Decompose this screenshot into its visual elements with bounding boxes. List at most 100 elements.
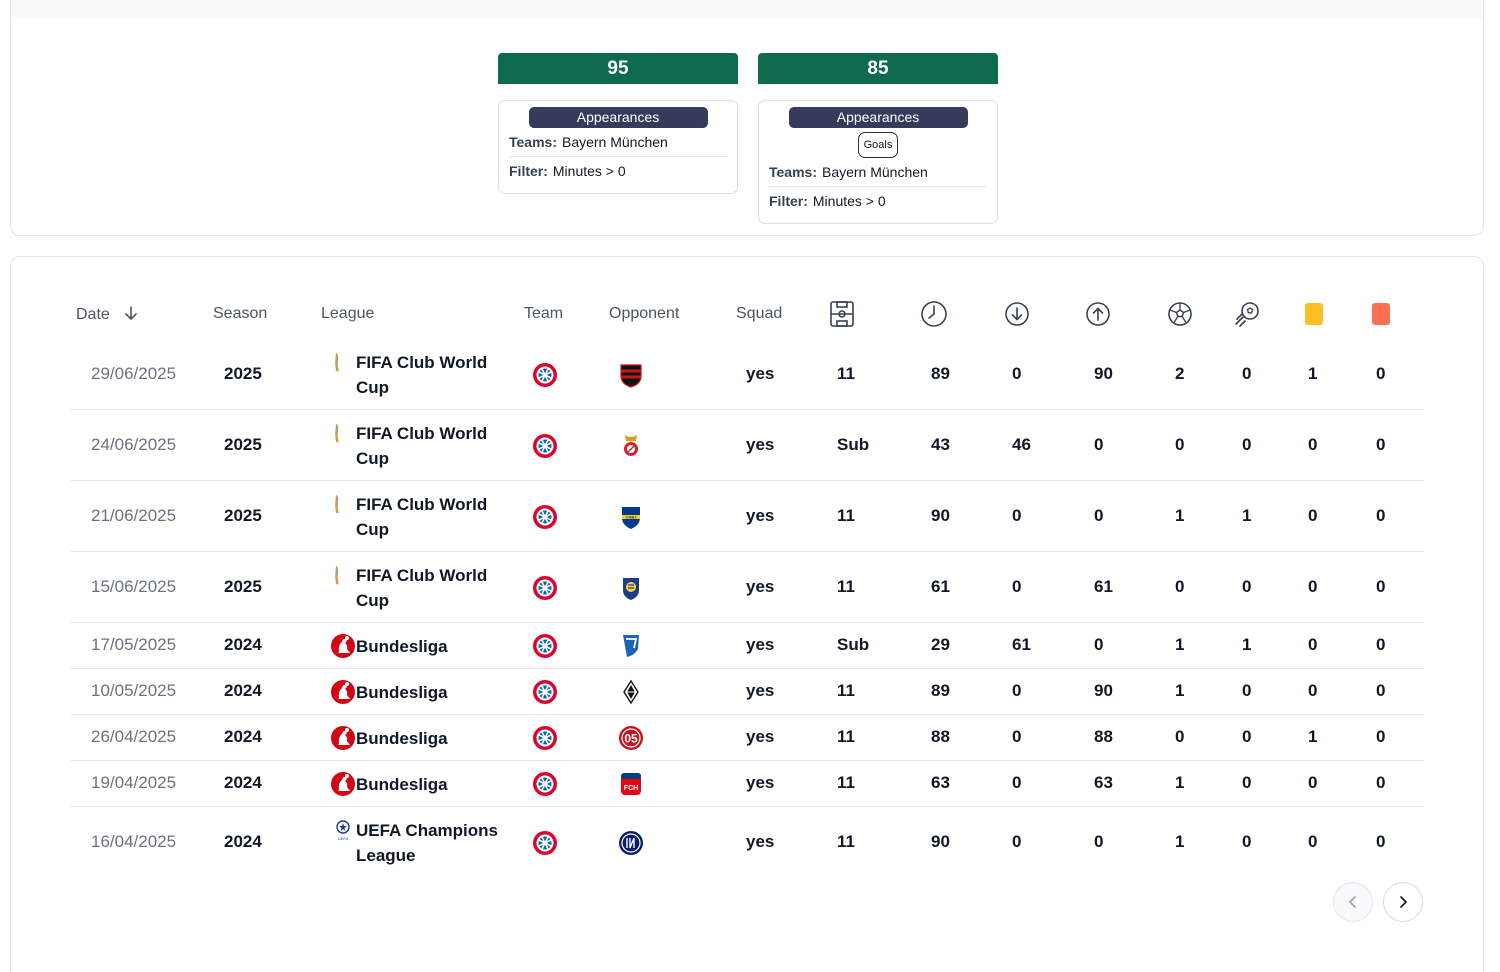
goals-value: 0 xyxy=(1175,727,1185,746)
match-date: 10/05/2025 xyxy=(91,681,177,700)
opponent-hoffenheim-crest-icon xyxy=(623,635,639,657)
goal-ball-icon[interactable] xyxy=(1167,300,1193,328)
bayern-munchen-crest-icon xyxy=(533,505,557,529)
teams-label: Teams: xyxy=(509,134,557,150)
squad-value: yes xyxy=(746,635,775,654)
match-date: 15/06/2025 xyxy=(91,577,177,596)
league-name[interactable]: Bundesliga xyxy=(356,775,448,794)
squad-value: yes xyxy=(746,727,775,746)
stats-card xyxy=(10,0,1484,236)
assists-value: 0 xyxy=(1242,364,1252,383)
opponent-flamengo-crest-icon xyxy=(620,364,642,388)
stat-extra-pill[interactable]: Goals xyxy=(858,132,898,158)
bayern-munchen-crest-icon xyxy=(533,772,557,796)
assists-value: 0 xyxy=(1242,832,1252,851)
club-world-cup-trophy-icon xyxy=(335,494,339,514)
lineup-value: 11 xyxy=(837,727,855,746)
goals-value: 1 xyxy=(1175,832,1185,851)
season-value: 2024 xyxy=(224,832,262,851)
yellow-value: 0 xyxy=(1308,506,1318,525)
bundesliga-logo-icon xyxy=(331,634,355,658)
opponent-benfica-crest-icon xyxy=(624,435,638,456)
row-divider xyxy=(71,806,1424,807)
squad-value: yes xyxy=(746,773,775,792)
bundesliga-logo-icon xyxy=(331,772,355,796)
column-header-league[interactable]: League xyxy=(321,305,375,322)
league-name[interactable]: Bundesliga xyxy=(356,637,448,656)
filter-value: Minutes > 0 xyxy=(552,163,626,179)
matches-table-card xyxy=(10,256,1484,972)
season-value: 2025 xyxy=(224,435,262,454)
out-value: 0 xyxy=(1094,435,1104,454)
assist-icon[interactable] xyxy=(1234,300,1260,328)
match-date: 21/06/2025 xyxy=(91,506,177,525)
bayern-munchen-crest-icon xyxy=(533,576,557,600)
minutes-value: 63 xyxy=(931,773,950,792)
season-value: 2024 xyxy=(224,773,262,792)
column-header-season[interactable]: Season xyxy=(213,305,268,322)
league-name[interactable]: FIFA Club World Cup xyxy=(356,495,488,539)
in-value: 61 xyxy=(1012,635,1031,654)
column-header-opponent[interactable]: Opponent xyxy=(609,305,680,322)
stat-widget-appearances-goals: 85 Appearances Goals Teams: Bayern Münche… xyxy=(758,53,998,224)
column-header-squad[interactable]: Squad xyxy=(736,305,783,322)
goals-value: 1 xyxy=(1175,681,1185,700)
league-name[interactable]: Bundesliga xyxy=(356,683,448,702)
column-header-team[interactable]: Team xyxy=(524,305,564,322)
lineup-icon[interactable] xyxy=(829,300,855,328)
prev-page-button[interactable] xyxy=(1333,882,1373,922)
league-name[interactable]: FIFA Club World Cup xyxy=(356,353,488,397)
opponent-mainz-crest-icon: 05 xyxy=(619,726,643,750)
filter-label: Filter: xyxy=(509,163,548,179)
bayern-munchen-crest-icon xyxy=(533,363,557,387)
squad-value: yes xyxy=(746,364,775,383)
row-divider xyxy=(71,480,1424,481)
lineup-value: 11 xyxy=(837,364,855,383)
match-date: 24/06/2025 xyxy=(91,435,177,454)
red-value: 0 xyxy=(1376,577,1386,596)
next-page-button[interactable] xyxy=(1383,882,1423,922)
bundesliga-logo-icon xyxy=(331,680,355,704)
league-name[interactable]: UEFA Champions League xyxy=(356,821,498,865)
season-value: 2024 xyxy=(224,681,262,700)
out-value: 0 xyxy=(1094,832,1104,851)
sub-out-icon[interactable] xyxy=(1085,300,1111,328)
yellow-value: 0 xyxy=(1308,681,1318,700)
stat-value: 85 xyxy=(758,53,998,84)
goals-value: 1 xyxy=(1175,635,1185,654)
yellow-value: 0 xyxy=(1308,577,1318,596)
yellow-value: 0 xyxy=(1308,635,1318,654)
bayern-munchen-crest-icon xyxy=(533,831,557,855)
league-name[interactable]: FIFA Club World Cup xyxy=(356,424,488,468)
out-value: 90 xyxy=(1094,364,1113,383)
club-world-cup-trophy-icon xyxy=(335,352,339,372)
bayern-munchen-crest-icon xyxy=(533,680,557,704)
chevron-right-icon xyxy=(1400,896,1407,908)
minutes-value: 90 xyxy=(931,506,950,525)
assists-value: 0 xyxy=(1242,681,1252,700)
stat-value: 95 xyxy=(498,53,738,84)
yellow-card-icon[interactable] xyxy=(1301,300,1327,328)
stat-category-pill[interactable]: Appearances xyxy=(788,107,968,128)
yellow-value: 0 xyxy=(1308,435,1318,454)
out-value: 0 xyxy=(1094,635,1104,654)
in-value: 0 xyxy=(1012,364,1022,383)
red-card-icon[interactable] xyxy=(1368,300,1394,328)
out-value: 61 xyxy=(1094,577,1113,596)
yellow-value: 0 xyxy=(1308,773,1318,792)
stat-category-pill[interactable]: Appearances xyxy=(528,107,708,128)
stat-details: Appearances Teams: Bayern München Filter:… xyxy=(498,100,738,194)
lineup-value: Sub xyxy=(837,435,870,454)
minutes-clock-icon[interactable] xyxy=(921,300,947,328)
in-value: 0 xyxy=(1012,577,1022,596)
assists-value: 0 xyxy=(1242,727,1252,746)
filter-label: Filter: xyxy=(769,193,808,209)
league-name[interactable]: FIFA Club World Cup xyxy=(356,566,488,610)
sub-in-icon[interactable] xyxy=(1004,300,1030,328)
league-name[interactable]: Bundesliga xyxy=(356,729,448,748)
in-value: 0 xyxy=(1012,506,1022,525)
minutes-value: 89 xyxy=(931,681,950,700)
svg-text:UEFA: UEFA xyxy=(338,836,349,841)
column-header-date[interactable]: Date xyxy=(76,305,139,324)
red-value: 0 xyxy=(1376,727,1386,746)
